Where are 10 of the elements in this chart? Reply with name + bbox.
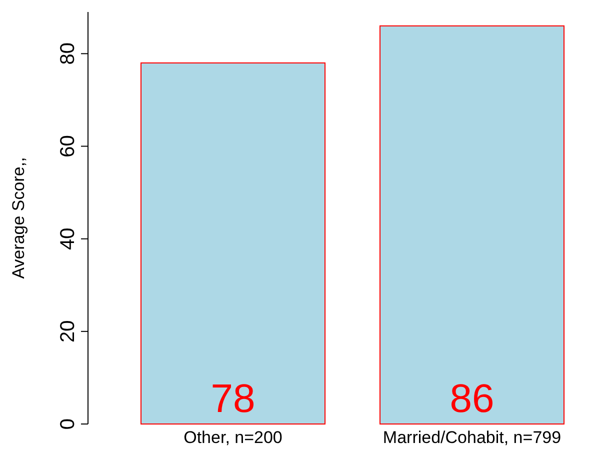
y-tick-label: 40 — [57, 228, 79, 250]
data-label: 86 — [450, 377, 494, 421]
y-tick-label: 60 — [57, 135, 79, 158]
y-tick-label: 0 — [57, 418, 79, 430]
y-tick-label: 20 — [57, 320, 79, 343]
data-label: 78 — [210, 377, 256, 421]
x-tick-label: Other, n=200 — [184, 428, 282, 447]
y-tick-label: 80 — [57, 42, 79, 65]
y-axis-title: Average Score,, — [9, 157, 28, 279]
x-tick-label: Married/Cohabit, n=799 — [382, 428, 562, 447]
